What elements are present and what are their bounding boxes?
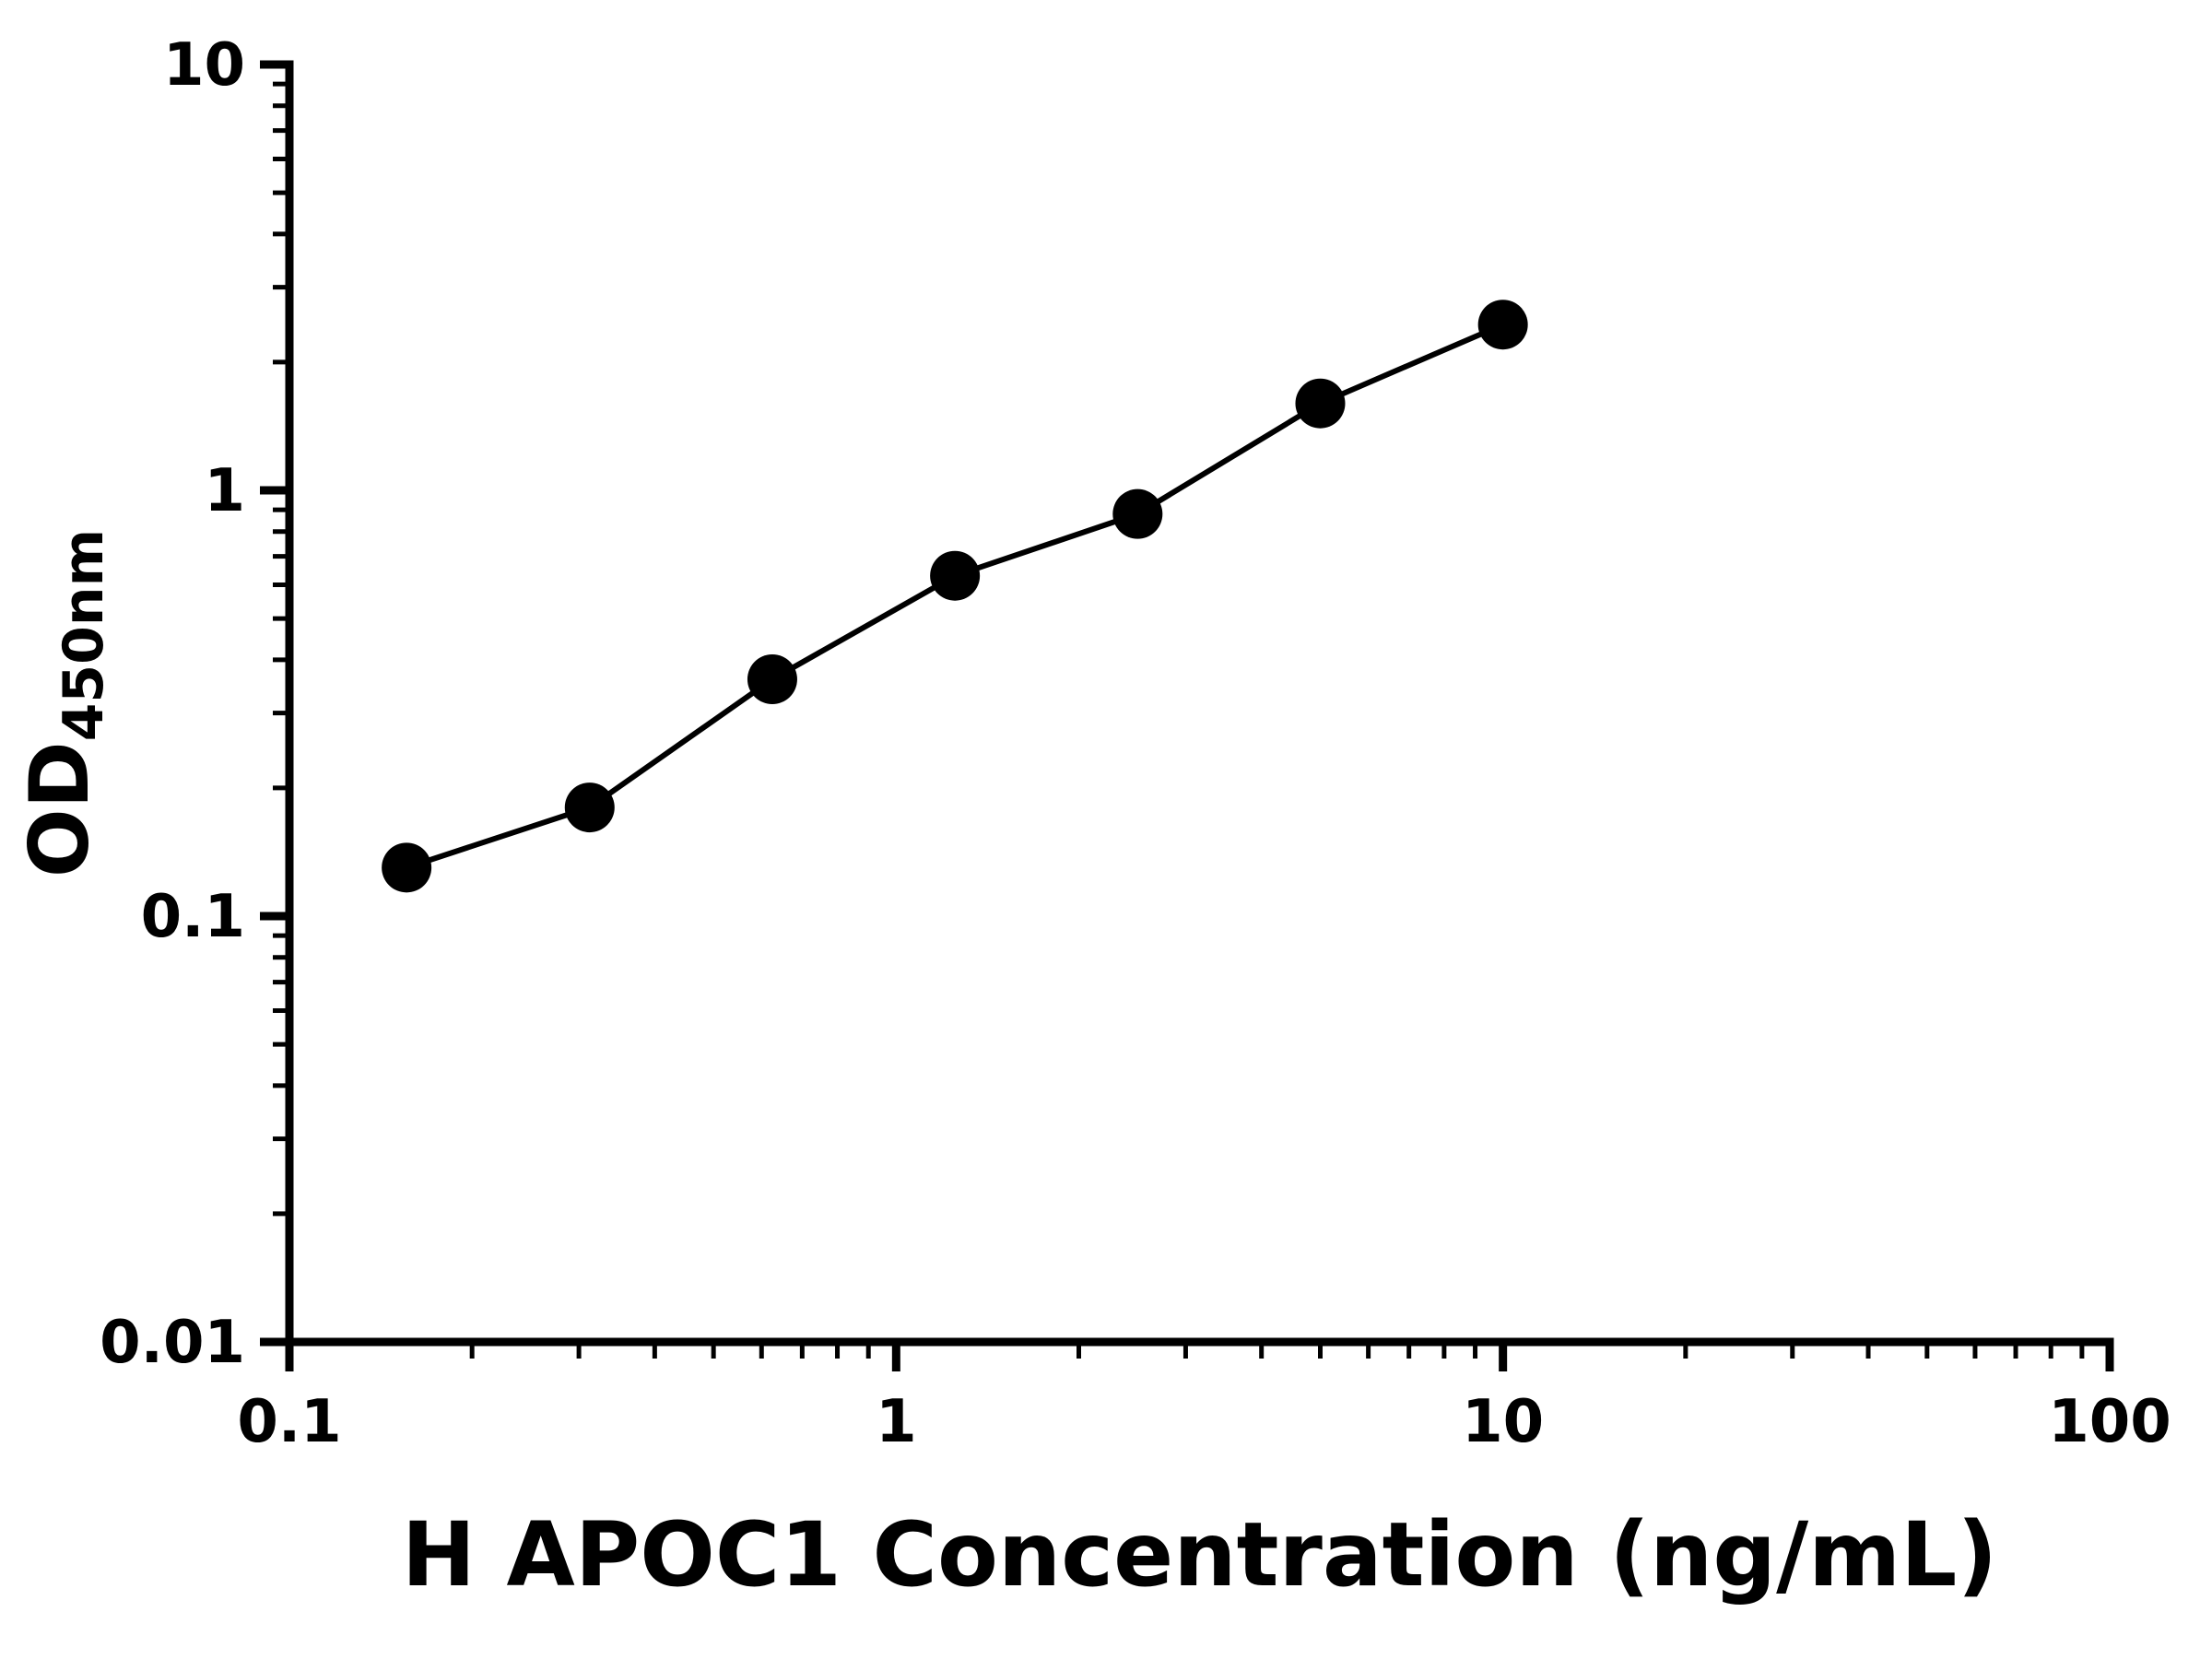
data-point bbox=[382, 842, 432, 893]
y-axis-title: OD450nm bbox=[12, 529, 116, 877]
x-tick-label: 1 bbox=[876, 1388, 917, 1456]
x-tick-label: 0.1 bbox=[237, 1388, 341, 1456]
data-point bbox=[930, 550, 981, 601]
data-point bbox=[564, 782, 615, 833]
data-point bbox=[1112, 488, 1163, 539]
y-tick-label: 0.1 bbox=[141, 883, 245, 951]
data-point bbox=[1477, 300, 1528, 350]
x-axis-title: H APOC1 Concentration (ng/mL) bbox=[402, 1503, 1997, 1606]
data-point bbox=[747, 653, 797, 704]
y-tick-label: 10 bbox=[163, 31, 245, 100]
y-tick-label: 0.01 bbox=[100, 1309, 245, 1377]
axes-spines bbox=[285, 60, 2114, 1347]
x-tick-label: 10 bbox=[1462, 1388, 1544, 1456]
x-tick-label: 100 bbox=[2048, 1388, 2171, 1456]
y-tick-label: 1 bbox=[204, 457, 245, 525]
data-point bbox=[1295, 378, 1346, 429]
